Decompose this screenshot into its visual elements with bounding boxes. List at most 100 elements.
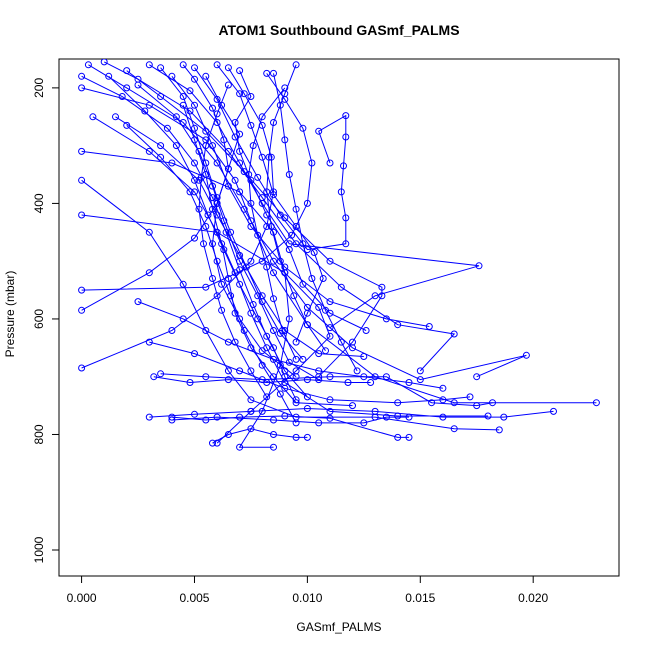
data-point — [191, 75, 198, 83]
data-point — [134, 298, 142, 306]
data-point — [209, 439, 216, 447]
data-point — [145, 269, 153, 277]
data-point — [224, 376, 232, 384]
data-point — [292, 433, 300, 441]
x-tick-label: 0.000 — [67, 591, 97, 605]
profile-series-34 — [168, 412, 413, 441]
data-point — [258, 347, 266, 355]
data-point — [236, 159, 244, 167]
data-point — [145, 228, 153, 236]
data-point — [270, 355, 277, 363]
data-point — [100, 59, 108, 66]
data-point — [145, 61, 153, 69]
data-point — [172, 142, 180, 150]
data-point — [236, 130, 244, 138]
data-point — [450, 399, 458, 407]
data-point — [179, 93, 187, 100]
data-point — [270, 344, 277, 352]
data-point — [202, 283, 210, 291]
data-point — [475, 262, 483, 270]
data-point — [267, 223, 275, 230]
data-point — [344, 379, 352, 386]
data-point — [254, 231, 262, 239]
data-point — [285, 246, 293, 254]
data-point — [236, 266, 244, 274]
data-point — [258, 298, 266, 306]
data-point — [134, 81, 142, 89]
data-point — [315, 127, 323, 135]
data-point — [150, 373, 158, 381]
data-point — [285, 315, 293, 323]
profile-series-8 — [100, 59, 458, 375]
series-line — [171, 75, 430, 327]
data-point — [367, 379, 375, 386]
profile-series-13 — [89, 113, 492, 420]
data-point — [245, 171, 253, 178]
data-point — [270, 295, 277, 303]
data-point — [179, 61, 187, 69]
data-point — [270, 327, 277, 334]
data-point — [168, 327, 176, 334]
series-layer — [78, 59, 600, 451]
data-point — [276, 257, 284, 265]
data-point — [489, 399, 496, 407]
series-line — [81, 75, 308, 398]
data-point — [247, 176, 255, 184]
data-point — [360, 419, 368, 427]
data-point — [157, 153, 165, 161]
data-point — [270, 191, 277, 199]
data-point — [428, 399, 436, 407]
series-line — [149, 341, 471, 404]
data-point — [276, 101, 284, 109]
data-point — [258, 113, 266, 121]
data-point — [254, 173, 262, 181]
data-point — [292, 396, 300, 404]
data-point — [267, 153, 275, 161]
data-point — [247, 121, 255, 129]
data-point — [360, 353, 368, 360]
profile-series-27 — [270, 69, 361, 375]
data-point — [394, 399, 402, 407]
data-point — [209, 205, 216, 213]
data-point — [270, 69, 277, 77]
data-point — [425, 323, 433, 330]
data-point — [123, 84, 131, 92]
data-point — [349, 338, 356, 346]
data-point — [202, 373, 210, 381]
data-point — [78, 176, 86, 184]
data-point — [326, 396, 334, 404]
data-point — [78, 306, 86, 314]
y-tick-label: 200 — [32, 78, 46, 98]
data-point — [378, 283, 386, 291]
data-point — [394, 433, 402, 441]
data-point — [303, 321, 311, 329]
y-tick-label: 400 — [32, 193, 46, 213]
data-point — [292, 373, 300, 381]
data-point — [209, 142, 216, 150]
data-point — [292, 61, 300, 69]
profile-series-36 — [150, 373, 375, 386]
data-point — [263, 332, 271, 340]
data-point — [342, 214, 350, 222]
data-point — [236, 367, 244, 375]
data-point — [247, 425, 255, 433]
data-point — [168, 72, 176, 80]
profile-series-32 — [245, 84, 300, 363]
data-point — [191, 350, 198, 358]
data-point — [360, 373, 368, 381]
data-point — [263, 263, 271, 271]
series-line — [160, 373, 493, 407]
data-point — [326, 414, 334, 422]
data-point — [186, 188, 194, 196]
data-point — [299, 240, 307, 248]
data-point — [242, 263, 250, 271]
data-point — [213, 159, 221, 167]
data-point — [281, 384, 289, 392]
profile-series-14 — [78, 176, 503, 434]
data-point — [371, 407, 379, 415]
data-point — [247, 93, 255, 100]
data-point — [270, 373, 277, 381]
data-point — [105, 72, 113, 80]
x-tick-label: 0.015 — [405, 591, 435, 605]
data-point — [378, 292, 386, 300]
